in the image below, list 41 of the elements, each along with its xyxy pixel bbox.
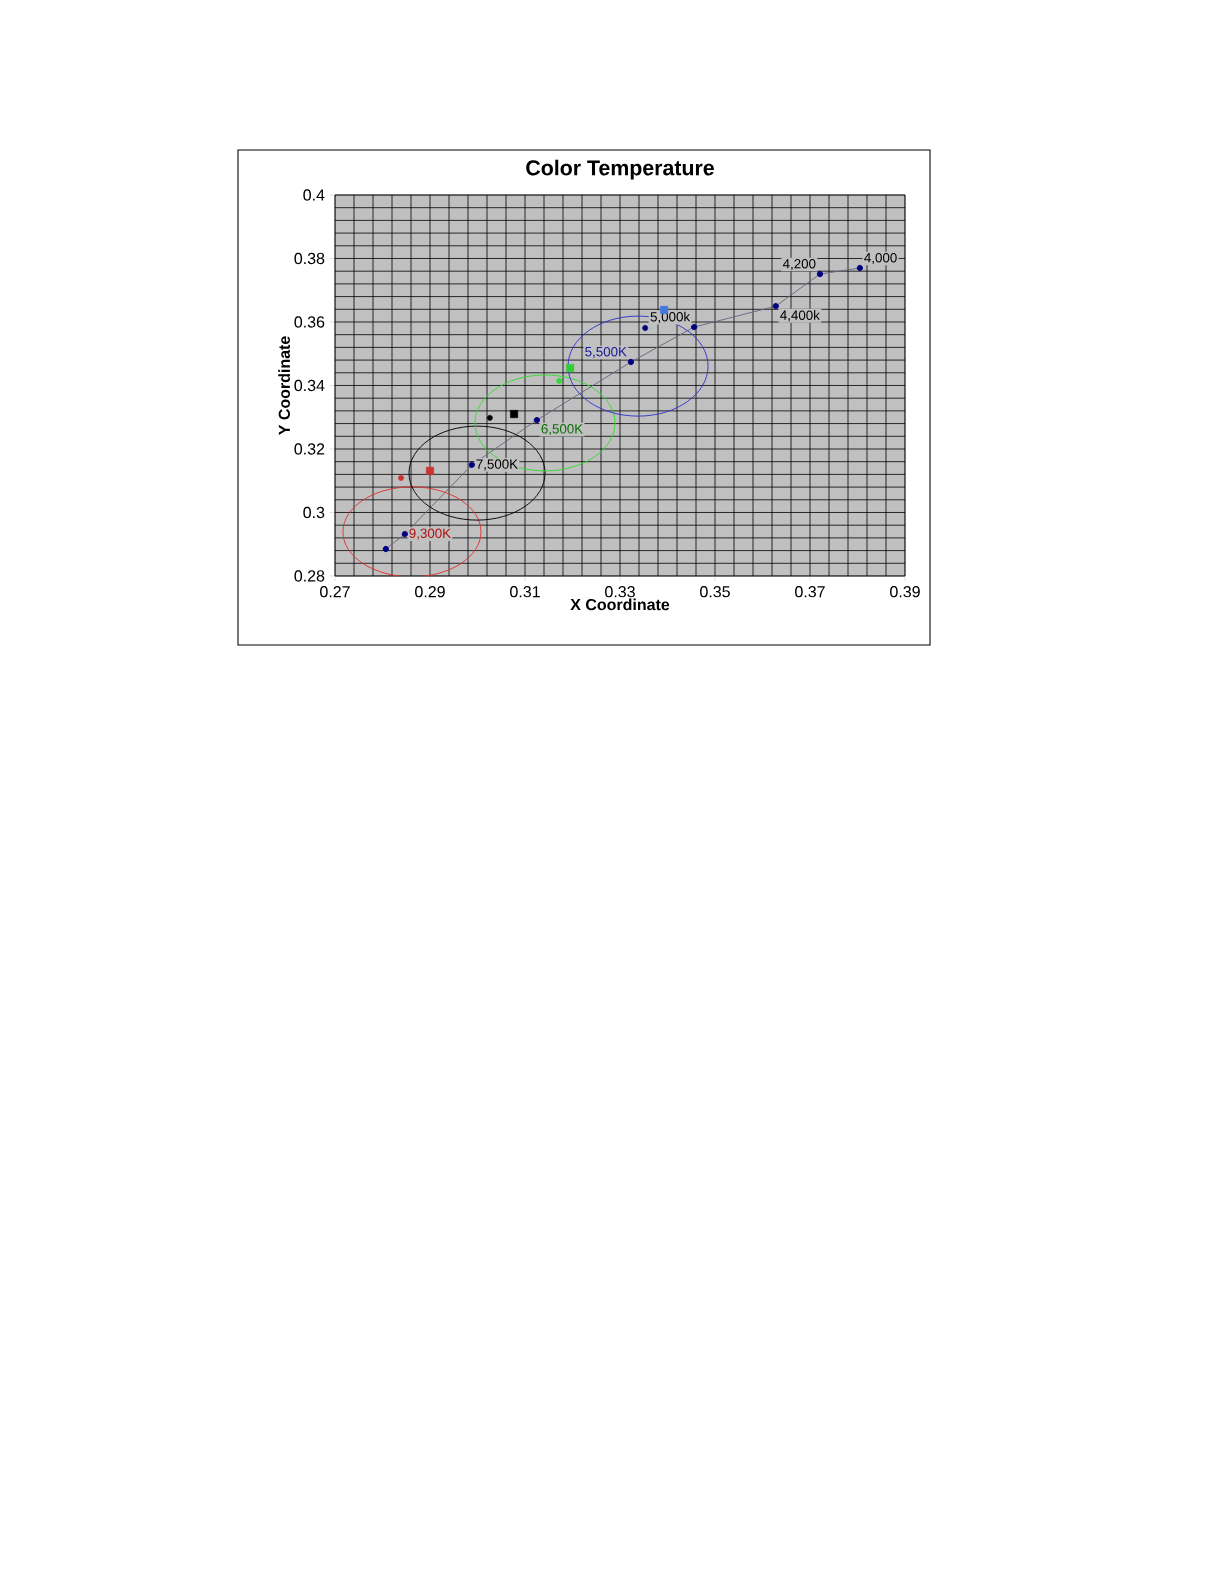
- y-tick-label: 0.38: [294, 252, 325, 265]
- point: [816, 270, 824, 278]
- x-tick-label: 0.33: [605, 586, 635, 598]
- point: [566, 364, 575, 373]
- point: [382, 545, 389, 553]
- y-tick-label: 0.3: [303, 506, 325, 519]
- chart-title: Color Temperature: [526, 159, 714, 180]
- x-axis-title: X Coordinate: [570, 598, 670, 611]
- annotation: 7,500K: [476, 459, 518, 471]
- annotation: 9,300K: [409, 528, 451, 540]
- annotation: 4,200: [782, 259, 816, 271]
- x-tick-label: 0.39: [890, 586, 920, 598]
- point: [401, 530, 408, 538]
- point: [772, 302, 779, 310]
- annotation: 4,400k: [780, 310, 820, 322]
- point: [398, 474, 404, 481]
- point: [690, 323, 698, 331]
- x-tick-label: 0.29: [415, 586, 445, 598]
- point: [856, 264, 864, 272]
- y-axis-title: Y Coordinate: [278, 336, 290, 435]
- annotation: 5,500K: [585, 346, 627, 358]
- point: [426, 466, 435, 475]
- point: [510, 410, 519, 419]
- point: [468, 461, 475, 468]
- y-tick-label: 0.32: [294, 443, 325, 455]
- point: [556, 378, 563, 384]
- y-tick-label: 0.34: [294, 379, 325, 392]
- point: [642, 325, 649, 331]
- annotation: 6,500K: [541, 424, 583, 436]
- x-tick-label: 0.37: [795, 586, 825, 598]
- x-tick-label: 0.35: [700, 586, 730, 598]
- y-tick-label: 0.4: [303, 189, 325, 201]
- x-tick-label: 0.31: [510, 586, 540, 598]
- annotation: 5,000k: [650, 311, 691, 324]
- point: [627, 358, 635, 366]
- y-tick-label: 0.28: [294, 570, 325, 582]
- annotation: 4,000: [864, 253, 897, 265]
- x-tick-label: 0.27: [320, 586, 350, 598]
- y-tick-label: 0.36: [294, 316, 325, 328]
- point: [533, 416, 541, 424]
- point: [486, 414, 493, 421]
